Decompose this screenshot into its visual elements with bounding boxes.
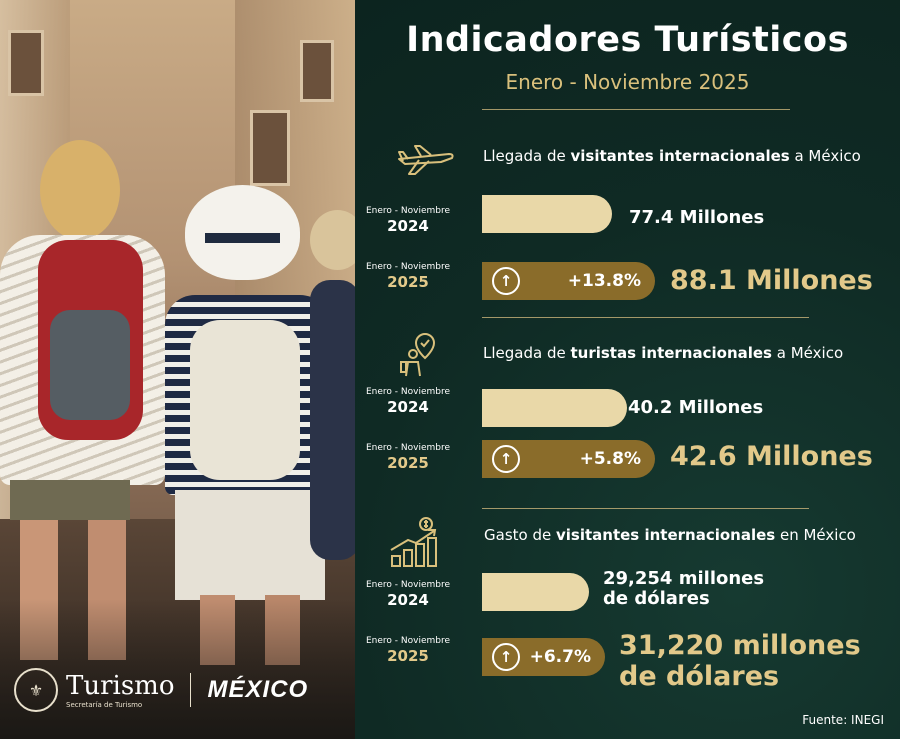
window: [300, 40, 334, 102]
period-2024: Enero - Noviembre 2024: [353, 206, 463, 235]
tourist-1-shorts: [10, 480, 130, 520]
value-2024: 40.2 Millones: [628, 397, 764, 418]
page-subtitle: Enero - Noviembre 2025: [505, 70, 750, 94]
section-heading: Gasto de visitantes internacionales en M…: [484, 526, 856, 544]
growth-percent: +6.7%: [529, 647, 591, 667]
period-label: Enero - Noviembre: [365, 443, 451, 453]
period-label: Enero - Noviembre: [365, 580, 451, 590]
hat-band: [205, 233, 280, 243]
period-2025: Enero - Noviembre 2025: [353, 443, 463, 472]
value-2025: 88.1 Millones: [670, 265, 873, 296]
section-divider: [482, 317, 809, 318]
value-2025-line1: 31,220 millones: [619, 630, 861, 661]
bar-2025: ↑ +5.8%: [482, 440, 655, 478]
arrow-up-icon: ↑: [492, 643, 520, 671]
period-label: Enero - Noviembre: [365, 206, 451, 216]
bar-2024: [482, 389, 627, 427]
tourists-photo: ⚜ Turismo Secretaría de Turismo MÉXICO: [0, 0, 355, 739]
white-hat: [185, 185, 300, 280]
section-heading: Llegada de turistas internacionales a Mé…: [483, 344, 844, 362]
bar-2025: ↑ +6.7%: [482, 638, 605, 676]
mexico-logo: MÉXICO: [207, 676, 309, 703]
backpack-pocket: [50, 310, 130, 420]
period-2025: Enero - Noviembre 2025: [353, 636, 463, 665]
arrow-up-icon: ↑: [492, 267, 520, 295]
value-2024: 77.4 Millones: [629, 207, 765, 228]
value-2024-line1: 29,254 millones: [603, 568, 765, 589]
source-note: Fuente: INEGI: [802, 713, 884, 727]
photo-shadow: [0, 599, 355, 739]
period-year: 2025: [387, 273, 429, 291]
bar-2024: [482, 573, 589, 611]
growth-percent: +5.8%: [579, 449, 641, 469]
value-2025: 31,220 millones de dólares: [619, 630, 861, 692]
tourist-1: [0, 140, 170, 660]
national-seal-icon: ⚜: [14, 668, 58, 712]
title-divider: [482, 109, 790, 110]
period-year: 2025: [387, 647, 429, 665]
arrow-up-icon: ↑: [492, 445, 520, 473]
period-2025: Enero - Noviembre 2025: [353, 262, 463, 291]
value-2024-line2: de dólares: [603, 588, 710, 609]
tourist-location-icon: [399, 332, 443, 382]
page-title: Indicadores Turísticos: [406, 20, 849, 60]
period-year: 2024: [387, 217, 429, 235]
indicators-panel: Indicadores Turísticos Enero - Noviembre…: [355, 0, 900, 739]
value-2024: 29,254 millones de dólares: [603, 569, 764, 609]
turismo-logo-subtitle: Secretaría de Turismo: [66, 700, 143, 709]
tourist-1-hair: [40, 140, 120, 240]
section-heading: Llegada de visitantes internacionales a …: [483, 147, 861, 165]
bar-2024: [482, 195, 612, 233]
value-2025: 42.6 Millones: [670, 441, 873, 472]
white-shorts: [175, 490, 325, 600]
period-year: 2024: [387, 398, 429, 416]
window: [250, 110, 290, 186]
turismo-logo-text: Turismo: [66, 670, 175, 701]
period-label: Enero - Noviembre: [365, 262, 451, 272]
logo-divider: [190, 673, 192, 707]
period-year: 2025: [387, 454, 429, 472]
white-backpack: [190, 320, 300, 480]
period-2024: Enero - Noviembre 2024: [353, 580, 463, 609]
window: [8, 30, 44, 96]
period-label: Enero - Noviembre: [365, 636, 451, 646]
tourist-3-body: [310, 280, 355, 560]
period-year: 2024: [387, 591, 429, 609]
logo-bar: ⚜ Turismo Secretaría de Turismo MÉXICO: [14, 666, 308, 714]
airplane-icon: [395, 142, 455, 180]
straw-hat: [310, 210, 355, 270]
growth-percent: +13.8%: [567, 271, 641, 291]
period-label: Enero - Noviembre: [365, 387, 451, 397]
money-growth-chart-icon: [388, 516, 442, 572]
section-divider: [482, 508, 809, 509]
period-2024: Enero - Noviembre 2024: [353, 387, 463, 416]
tourist-3: [300, 210, 355, 590]
value-2025-line2: de dólares: [619, 661, 780, 692]
turismo-logo: Turismo Secretaría de Turismo: [66, 672, 174, 709]
bar-2025: ↑ +13.8%: [482, 262, 655, 300]
